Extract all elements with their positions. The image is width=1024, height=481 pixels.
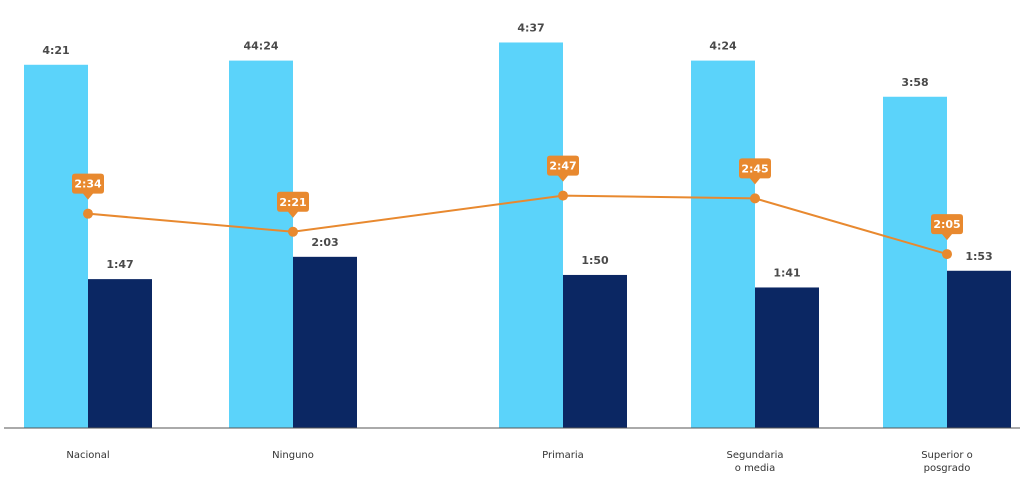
bar-value-label: 1:47	[106, 258, 133, 271]
bar-series-1-4	[947, 270, 1011, 428]
line-value-label: 2:45	[741, 162, 768, 175]
line-point	[750, 193, 760, 204]
bar-series-0-0	[24, 64, 88, 429]
line-value-callout	[277, 191, 309, 218]
line-value-callout	[72, 173, 104, 200]
category-label: Superior o	[921, 450, 973, 461]
line-value-label: 2:47	[549, 160, 576, 173]
line-layer: 2:34 2:21 2:47 2:45 2:05	[72, 155, 963, 260]
line-value-label: 2:21	[279, 196, 306, 209]
line-value-callout	[547, 155, 579, 182]
line-point	[83, 208, 93, 219]
line-value-callout	[739, 158, 771, 185]
bar-series-0-4	[883, 96, 947, 429]
bar-series-1-1	[293, 256, 357, 428]
category-label: Segundaria	[726, 450, 783, 461]
category-label: Primaria	[542, 450, 584, 461]
line-value-callout	[931, 214, 963, 241]
category-label: posgrado	[924, 463, 971, 474]
bar-series-0-2	[499, 42, 563, 428]
bar-value-label: 1:53	[965, 250, 992, 263]
bar-value-label: 1:50	[581, 254, 609, 267]
bar-series-1-2	[563, 274, 627, 428]
line-value-label: 2:34	[74, 178, 102, 191]
line-point	[288, 226, 298, 237]
category-labels: Nacional Ninguno Primaria Segundaria o media…	[66, 450, 972, 474]
line-value-label: 2:05	[933, 218, 960, 231]
category-label: Ninguno	[272, 450, 314, 461]
bar-value-label: 4:37	[517, 21, 544, 34]
category-label: Nacional	[66, 450, 109, 461]
category-label: o media	[735, 463, 775, 474]
bar-series-0-1	[229, 60, 293, 428]
line-point	[558, 190, 568, 201]
bar-value-label: 44:24	[243, 40, 278, 53]
bar-value-label: 2:03	[311, 236, 338, 249]
bar-value-label: 3:58	[901, 76, 928, 89]
line-point	[942, 249, 952, 260]
bar-series-0-3	[691, 60, 755, 428]
bar-series-1-0	[88, 279, 152, 428]
bar-value-label: 1:41	[773, 266, 800, 279]
bars-layer: 4:21 44:24 4:37 4:24 3:58 1:47 2:03 1:50 1:41 1:5…	[24, 21, 1011, 429]
bar-value-label: 4:24	[709, 40, 737, 53]
bar-series-1-3	[755, 287, 819, 428]
bar-value-label: 4:21	[42, 44, 69, 57]
